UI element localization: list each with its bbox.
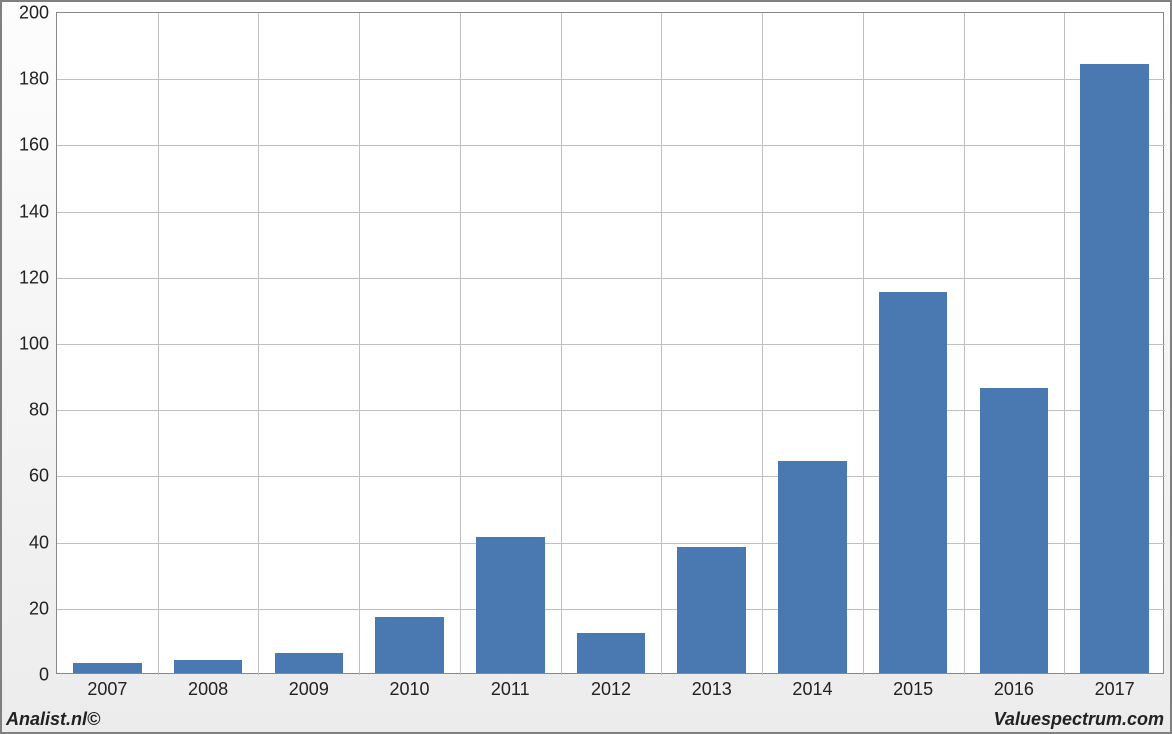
footer-right: Valuespectrum.com bbox=[994, 709, 1164, 730]
gridline-horizontal bbox=[57, 278, 1165, 279]
gridline-horizontal bbox=[57, 344, 1165, 345]
bar bbox=[980, 388, 1048, 673]
gridline-vertical bbox=[158, 13, 159, 675]
y-axis-label: 120 bbox=[19, 267, 57, 288]
bar bbox=[879, 292, 947, 673]
bar bbox=[577, 633, 645, 673]
bar bbox=[1080, 64, 1148, 673]
y-axis-label: 80 bbox=[29, 400, 57, 421]
x-axis-label: 2012 bbox=[591, 673, 631, 700]
y-axis-label: 100 bbox=[19, 334, 57, 355]
gridline-vertical bbox=[1064, 13, 1065, 675]
bar bbox=[677, 547, 745, 673]
x-axis-label: 2010 bbox=[390, 673, 430, 700]
bar bbox=[476, 537, 544, 673]
gridline-horizontal bbox=[57, 212, 1165, 213]
x-axis-label: 2013 bbox=[692, 673, 732, 700]
gridline-vertical bbox=[460, 13, 461, 675]
y-axis-label: 140 bbox=[19, 201, 57, 222]
gridline-vertical bbox=[964, 13, 965, 675]
bar bbox=[375, 617, 443, 673]
x-axis-label: 2009 bbox=[289, 673, 329, 700]
x-axis-label: 2016 bbox=[994, 673, 1034, 700]
bar bbox=[275, 653, 343, 673]
bar bbox=[73, 663, 141, 673]
chart-frame: 0 20 40 60 80 100 120 140 160 180 200 2007 2008 2009 2… bbox=[0, 0, 1172, 734]
y-axis-label: 180 bbox=[19, 69, 57, 90]
y-axis-label: 160 bbox=[19, 135, 57, 156]
y-axis-label: 20 bbox=[29, 598, 57, 619]
y-axis-label: 60 bbox=[29, 466, 57, 487]
gridline-vertical bbox=[762, 13, 763, 675]
y-axis-label: 0 bbox=[39, 665, 57, 686]
y-axis-label: 200 bbox=[19, 3, 57, 24]
x-axis-label: 2015 bbox=[893, 673, 933, 700]
gridline-vertical bbox=[561, 13, 562, 675]
x-axis-label: 2007 bbox=[87, 673, 127, 700]
gridline-vertical bbox=[359, 13, 360, 675]
x-axis-label: 2017 bbox=[1095, 673, 1135, 700]
x-axis-label: 2008 bbox=[188, 673, 228, 700]
footer-left: Analist.nl© bbox=[6, 709, 100, 730]
bar bbox=[778, 461, 846, 673]
gridline-vertical bbox=[863, 13, 864, 675]
y-axis-label: 40 bbox=[29, 532, 57, 553]
gridline-horizontal bbox=[57, 79, 1165, 80]
bar bbox=[174, 660, 242, 673]
plot-area: 0204060801001201401601802002007200820092… bbox=[56, 12, 1164, 674]
x-axis-label: 2014 bbox=[792, 673, 832, 700]
gridline-vertical bbox=[258, 13, 259, 675]
gridline-vertical bbox=[661, 13, 662, 675]
gridline-horizontal bbox=[57, 145, 1165, 146]
x-axis-label: 2011 bbox=[491, 673, 530, 700]
